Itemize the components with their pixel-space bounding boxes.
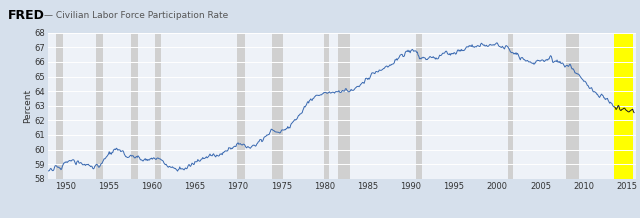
Bar — [614, 33, 634, 179]
Bar — [237, 33, 245, 179]
Bar — [338, 33, 349, 179]
Bar — [416, 33, 422, 179]
Bar — [508, 33, 513, 179]
Bar — [56, 33, 63, 179]
Text: FRED: FRED — [8, 9, 45, 22]
Bar — [131, 33, 138, 179]
Bar — [96, 33, 102, 179]
Bar — [272, 33, 284, 179]
Y-axis label: Percent: Percent — [22, 89, 32, 123]
Bar — [566, 33, 579, 179]
Bar — [324, 33, 329, 179]
Bar — [154, 33, 161, 179]
Text: — Civilian Labor Force Participation Rate: — Civilian Labor Force Participation Rat… — [44, 11, 228, 20]
